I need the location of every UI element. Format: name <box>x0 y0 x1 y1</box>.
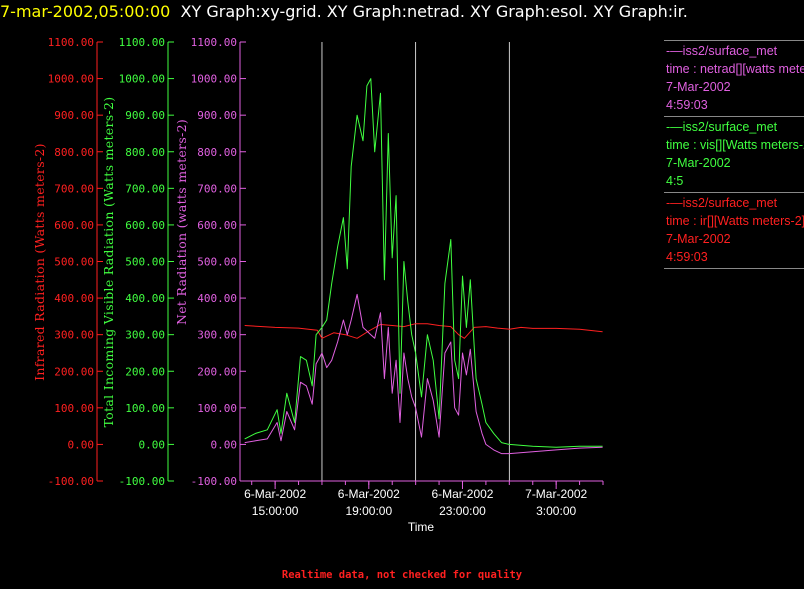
legend-entry-line2: time : vis[][Watts meters-2] <box>666 138 804 152</box>
x-tick-date: 6-Mar-2002 <box>338 487 400 501</box>
infrared-axis-tick-label: 300.00 <box>54 329 94 342</box>
netrad-axis-tick-label: 100.00 <box>197 402 237 415</box>
infrared-axis-tick-label: 800.00 <box>54 146 94 159</box>
x-tick-date: 6-Mar-2002 <box>244 487 306 501</box>
graph-title: XY Graph:xy-grid. XY Graph:netrad. XY Gr… <box>180 2 688 21</box>
legend-entry-line3: 7-Mar-2002 <box>666 156 731 170</box>
visible-axis-tick-label: 100.00 <box>125 402 165 415</box>
netrad-axis-tick-label: 1100.00 <box>191 36 237 49</box>
legend-entry-line4: 4:59:03 <box>666 98 708 112</box>
legend-entry-line1: -—iss2/surface_met <box>666 120 778 134</box>
netrad-axis-title: Net Radiation (watts meters-2) <box>174 119 189 325</box>
legend-entry-line4: 4:59:03 <box>666 250 708 264</box>
netrad-axis-tick-label: 200.00 <box>197 365 237 378</box>
legend-entry-line1: -—iss2/surface_met <box>666 196 778 210</box>
visible-axis-tick-label: 1100.00 <box>119 36 165 49</box>
visible-axis-tick-label: 300.00 <box>125 329 165 342</box>
x-tick-date: 7-Mar-2002 <box>525 487 587 501</box>
x-tick-time: 19:00:00 <box>345 504 392 518</box>
legend-entry-line4: 4:5 <box>666 174 684 188</box>
visible-axis-tick-label: 400.00 <box>125 292 165 305</box>
x-axis-title: Time <box>408 520 435 534</box>
visible-axis-tick-label: 200.00 <box>125 365 165 378</box>
infrared-axis-tick-label: 1000.00 <box>48 73 94 86</box>
infrared-axis-tick-label: -100.00 <box>48 475 94 488</box>
netrad-axis-tick-label: 900.00 <box>197 109 237 122</box>
legend-entry-line2: time : ir[][Watts meters-2] <box>666 214 804 228</box>
infrared-axis-tick-label: 500.00 <box>54 256 94 269</box>
timestamp: 7-mar-2002,05:00:00 <box>0 2 171 21</box>
infrared-axis-tick-label: 900.00 <box>54 109 94 122</box>
visible-axis-tick-label: 1000.00 <box>119 73 165 86</box>
visible-axis-tick-label: -100.00 <box>119 475 165 488</box>
netrad-series-line <box>244 293 603 455</box>
x-tick-date: 6-Mar-2002 <box>431 487 493 501</box>
visible-axis-tick-label: 0.00 <box>139 438 166 451</box>
visible-axis-tick-label: 700.00 <box>125 182 165 195</box>
legend-divider <box>664 268 804 269</box>
quality-footnote: Realtime data, not checked for quality <box>281 569 523 581</box>
netrad-axis-tick-label: 0.00 <box>211 438 238 451</box>
infrared-axis-tick-label: 400.00 <box>54 292 94 305</box>
infrared-axis-tick-label: 200.00 <box>54 365 94 378</box>
legend-entry-line3: 7-Mar-2002 <box>666 80 731 94</box>
legend-entry-line2: time : netrad[][watts meters-2] <box>666 62 804 76</box>
netrad-axis-tick-label: 600.00 <box>197 219 237 232</box>
legend-entry-line3: 7-Mar-2002 <box>666 232 731 246</box>
visible-axis-tick-label: 600.00 <box>125 219 165 232</box>
netrad-axis-tick-label: 800.00 <box>197 146 237 159</box>
visible-axis-tick-label: 800.00 <box>125 146 165 159</box>
netrad-axis-tick-label: -100.00 <box>191 475 237 488</box>
infrared-axis-tick-label: 700.00 <box>54 182 94 195</box>
infrared-axis-tick-label: 0.00 <box>68 438 95 451</box>
netrad-axis-tick-label: 700.00 <box>197 182 237 195</box>
infrared-axis-title: Infrared Radiation (Watts meters-2) <box>32 143 47 381</box>
legend-entry-line1: -—iss2/surface_met <box>666 44 778 58</box>
vis-series-line <box>244 78 603 448</box>
netrad-axis-tick-label: 300.00 <box>197 329 237 342</box>
visible-axis-tick-label: 500.00 <box>125 256 165 269</box>
infrared-axis-tick-label: 100.00 <box>54 402 94 415</box>
netrad-axis-tick-label: 400.00 <box>197 292 237 305</box>
x-tick-time: 3:00:00 <box>536 504 576 518</box>
infrared-axis-tick-label: 1100.00 <box>48 36 94 49</box>
x-tick-time: 23:00:00 <box>439 504 486 518</box>
graph-header: 7-mar-2002,05:00:00 XY Graph:xy-grid. XY… <box>0 0 804 26</box>
x-tick-time: 15:00:00 <box>252 504 299 518</box>
ir-series-line <box>244 323 603 339</box>
netrad-axis-tick-label: 500.00 <box>197 256 237 269</box>
visible-axis-tick-label: 900.00 <box>125 109 165 122</box>
netrad-axis-tick-label: 1000.00 <box>191 73 237 86</box>
infrared-axis-tick-label: 600.00 <box>54 219 94 232</box>
visible-axis-title: Total Incoming Visible Radiation (Watts … <box>101 97 116 428</box>
